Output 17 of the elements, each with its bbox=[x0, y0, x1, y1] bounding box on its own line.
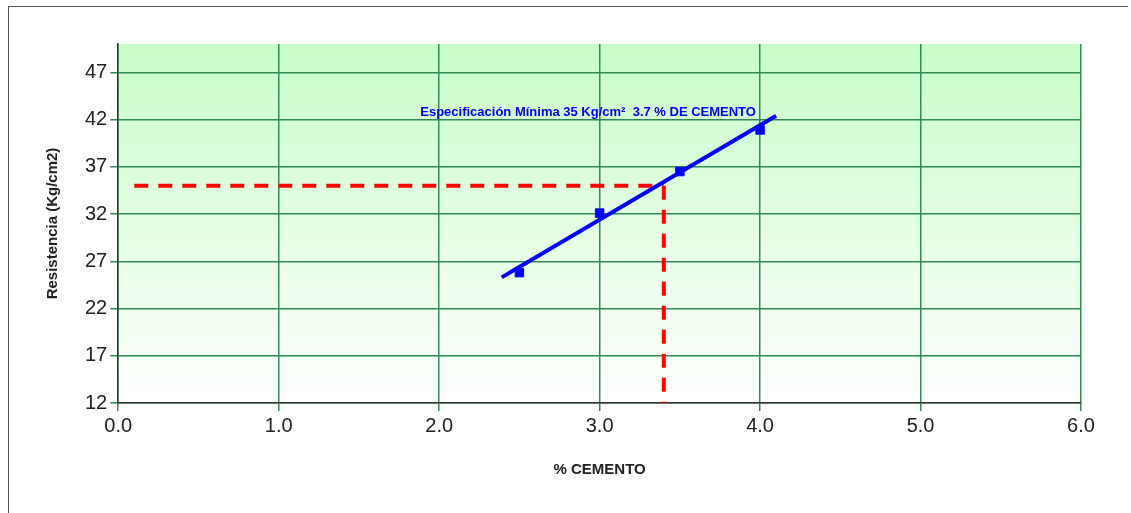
y-tick-label: 27 bbox=[85, 248, 108, 271]
x-tick-label: 5.0 bbox=[906, 413, 935, 436]
x-tick-label: 4.0 bbox=[746, 413, 774, 436]
y-tick-label: 17 bbox=[85, 343, 108, 366]
x-tick-label: 6.0 bbox=[1067, 413, 1095, 436]
x-tick-label: 0.0 bbox=[104, 413, 133, 436]
y-tick-label: 42 bbox=[85, 107, 108, 130]
x-axis-title: % CEMENTO bbox=[553, 460, 647, 478]
x-tick-label: 2.0 bbox=[425, 413, 454, 436]
y-axis-title: Resistencia (Kg/cm2) bbox=[43, 147, 61, 300]
y-tick-label: 47 bbox=[85, 59, 108, 82]
x-tick-label: 3.0 bbox=[585, 413, 614, 436]
y-tick-label: 32 bbox=[85, 201, 108, 224]
x-tick-label: 1.0 bbox=[264, 413, 293, 436]
y-tick-label: 12 bbox=[85, 390, 108, 413]
y-tick-label: 22 bbox=[85, 296, 108, 319]
y-tick-label: 37 bbox=[85, 154, 108, 177]
